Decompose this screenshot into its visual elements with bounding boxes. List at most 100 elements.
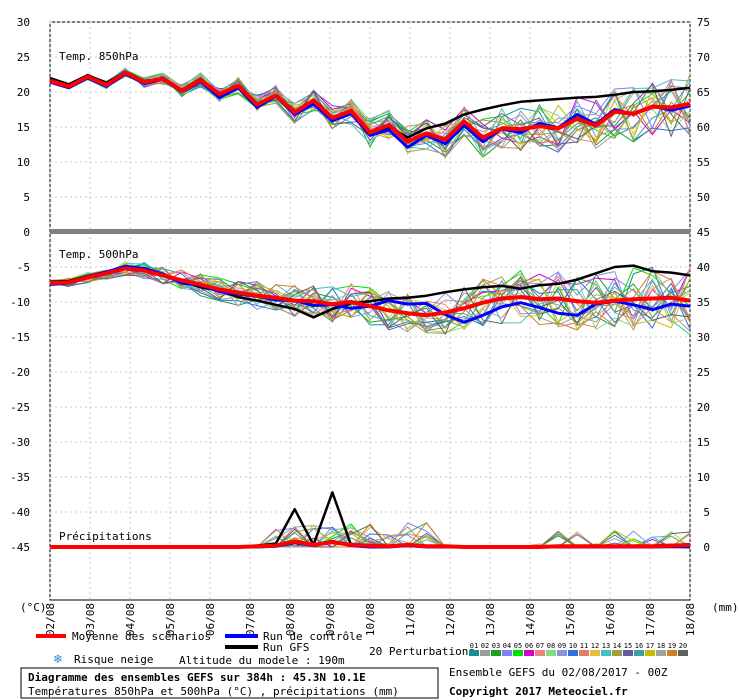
altitude-label: Altitude du modele : 190m xyxy=(179,654,345,667)
perturbation-id-02: 02 xyxy=(481,642,489,650)
x-tick-label-14-08: 14/08 xyxy=(524,603,537,636)
left-tick--30: -30 xyxy=(10,436,30,449)
legend-gfs-label: Run GFS xyxy=(263,641,309,654)
legend-mean-label: Moyenne des scénarios xyxy=(72,630,211,643)
perturbation-id-09: 09 xyxy=(558,642,566,650)
x-tick-label-13-08: 13/08 xyxy=(484,603,497,636)
panel-label-precip: Précipitations xyxy=(59,530,152,543)
right-tick-25: 25 xyxy=(697,366,710,379)
perturbation-swatch-07 xyxy=(535,650,545,656)
left-tick--15: -15 xyxy=(10,331,30,344)
x-tick-label-15-08: 15/08 xyxy=(564,603,577,636)
right-tick-15: 15 xyxy=(697,436,710,449)
x-tick-label-12-08: 12/08 xyxy=(444,603,457,636)
panel-label-850: Temp. 850hPa xyxy=(59,50,138,63)
perturbation-swatch-09 xyxy=(557,650,567,656)
perturbation-id-17: 17 xyxy=(646,642,654,650)
perturbation-swatch-14 xyxy=(612,650,622,656)
x-tick-label-10-08: 10/08 xyxy=(364,603,377,636)
right-tick-5: 5 xyxy=(703,506,710,519)
left-tick-25: 25 xyxy=(17,51,30,64)
left-tick--20: -20 xyxy=(10,366,30,379)
right-tick-65: 65 xyxy=(697,86,710,99)
x-tick-label-07-08: 07/08 xyxy=(244,603,257,636)
member-19-t850 xyxy=(49,74,691,152)
perturbation-swatch-12 xyxy=(590,650,600,656)
horizontal-gridlines xyxy=(50,21,690,548)
series-moyenne-des-scenarios-precipitations xyxy=(50,539,691,549)
left-tick-10: 10 xyxy=(17,156,30,169)
perturbation-id-16: 16 xyxy=(635,642,643,650)
perturbation-id-20: 20 xyxy=(679,642,687,650)
right-tick-20: 20 xyxy=(697,401,710,414)
x-tick-label-16-08: 16/08 xyxy=(604,603,617,636)
x-tick-label-18-08: 18/08 xyxy=(684,603,697,636)
x-tick-label-06-08: 06/08 xyxy=(204,603,217,636)
perturbation-swatch-18 xyxy=(656,650,666,656)
legend-perturbations-label: 20 Perturbations xyxy=(369,645,475,658)
perturbation-id-14: 14 xyxy=(613,642,621,650)
x-tick-label-09-08: 09/08 xyxy=(324,603,337,636)
perturbation-swatch-08 xyxy=(546,650,556,656)
perturbation-swatch-15 xyxy=(623,650,633,656)
copyright: Copyright 2017 Meteociel.fr xyxy=(449,685,628,698)
left-tick-0: 0 xyxy=(23,226,30,239)
left-tick-5: 5 xyxy=(23,191,30,204)
right-tick-10: 10 xyxy=(697,471,710,484)
legend-control-label: Run de contrôle xyxy=(263,630,362,643)
left-axis: 5 10 15 20 25 30 0 -5 -10 -15 -20 -25 -30 -35 -40 -45 xyxy=(10,16,30,554)
left-tick--5: -5 xyxy=(17,261,30,274)
perturbation-swatch-16 xyxy=(634,650,644,656)
perturbation-id-15: 15 xyxy=(624,642,632,650)
chart-title: Diagramme des ensembles GEFS sur 384h : … xyxy=(28,671,366,684)
right-tick-50: 50 xyxy=(697,191,710,204)
info-box xyxy=(20,667,439,699)
perturbation-id-13: 13 xyxy=(602,642,610,650)
left-tick-20: 20 xyxy=(17,86,30,99)
perturbation-swatch-05 xyxy=(513,650,523,656)
x-unit-label: (mm) xyxy=(712,601,739,614)
perturbation-swatch-20 xyxy=(678,650,688,656)
perturbation-id-03: 03 xyxy=(492,642,500,650)
left-tick-30: 30 xyxy=(17,16,30,29)
series-moyenne-des-scenarios-temp-500hpa xyxy=(49,266,691,318)
legend-snow-label: Risque neige xyxy=(74,653,153,666)
perturbation-id-08: 08 xyxy=(547,642,555,650)
panel-label-500: Temp. 500hPa xyxy=(59,248,138,261)
right-tick-0: 0 xyxy=(703,541,710,554)
perturbation-swatch-13 xyxy=(601,650,611,656)
perturbation-id-11: 11 xyxy=(580,642,588,650)
perturbation-id-06: 06 xyxy=(525,642,533,650)
perturbation-id-12: 12 xyxy=(591,642,599,650)
x-tick-label-05-08: 05/08 xyxy=(164,603,177,636)
perturbation-swatch-04 xyxy=(502,650,512,656)
x-tick-label-08-08: 08/08 xyxy=(284,603,297,636)
y-unit-label: (°C) xyxy=(20,601,47,614)
right-tick-30: 30 xyxy=(697,331,710,344)
perturbation-swatch-17 xyxy=(645,650,655,656)
perturbation-swatch-19 xyxy=(667,650,677,656)
x-tick-label-04-08: 04/08 xyxy=(124,603,137,636)
x-tick-label-03-08: 03/08 xyxy=(84,603,97,636)
perturbation-id-18: 18 xyxy=(657,642,665,650)
panel-separator xyxy=(50,229,690,234)
perturbation-id-05: 05 xyxy=(514,642,522,650)
perturbation-swatch-06 xyxy=(524,650,534,656)
perturbation-id-10: 10 xyxy=(569,642,577,650)
perturbation-swatch-02 xyxy=(480,650,490,656)
left-tick--35: -35 xyxy=(10,471,30,484)
right-tick-55: 55 xyxy=(697,156,710,169)
run-info: Ensemble GEFS du 02/08/2017 - 00Z xyxy=(449,666,668,679)
right-tick-75: 75 xyxy=(697,16,710,29)
perturbation-id-04: 04 xyxy=(503,642,511,650)
x-tick-label-17-08: 17/08 xyxy=(644,603,657,636)
legend: Moyenne des scénarios Run de contrôleRun … xyxy=(20,630,688,699)
x-tick-label-02-08: 02/08 xyxy=(44,603,57,636)
perturbation-id-07: 07 xyxy=(536,642,544,650)
left-tick--25: -25 xyxy=(10,401,30,414)
right-tick-35: 35 xyxy=(697,296,710,309)
left-tick--40: -40 xyxy=(10,506,30,519)
right-tick-70: 70 xyxy=(697,51,710,64)
left-tick-15: 15 xyxy=(17,121,30,134)
